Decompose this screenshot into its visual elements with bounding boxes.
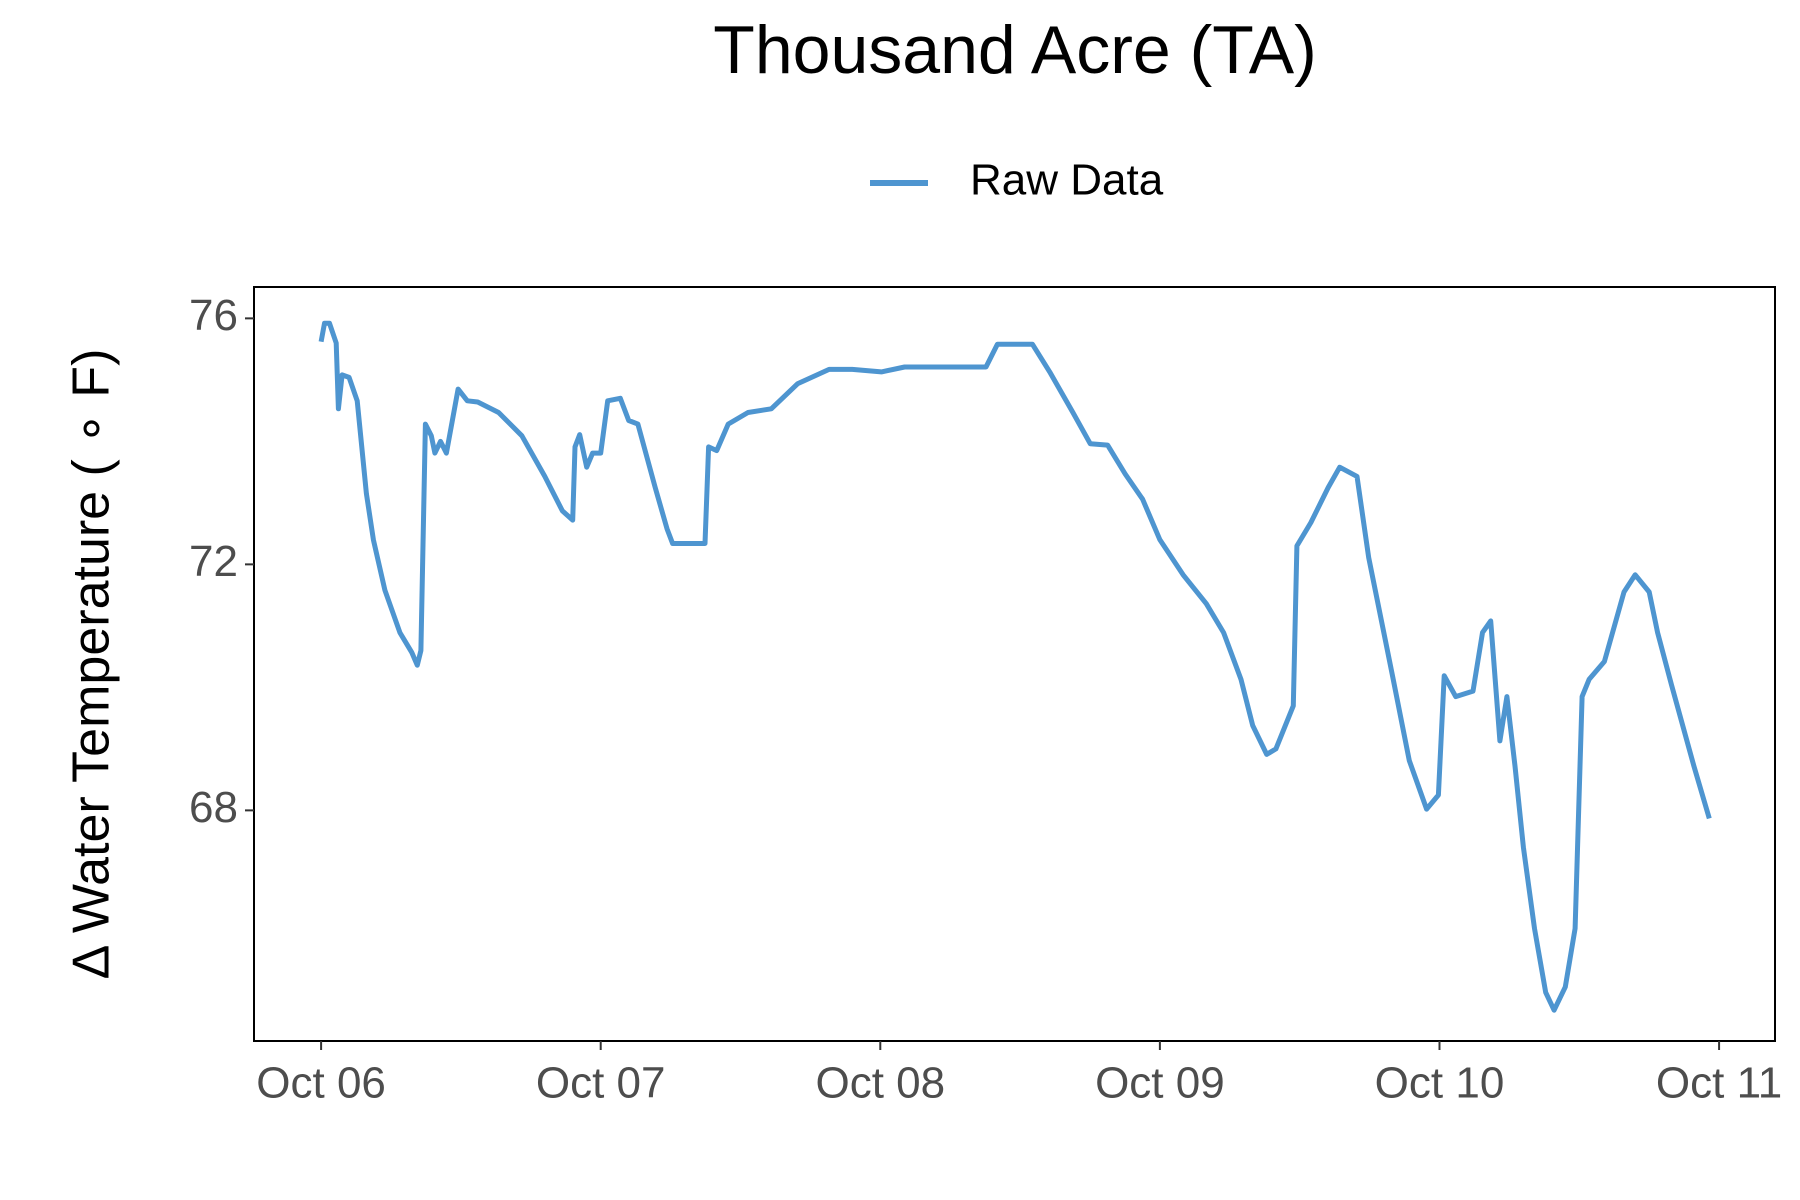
y-axis-label: Δ Water Temperature ( ∘ F) [63, 349, 121, 980]
plot-panel [253, 286, 1776, 1042]
chart-title: Thousand Acre (TA) [713, 12, 1316, 88]
x-tick-label: Oct 10 [1375, 1059, 1505, 1108]
legend-label: Raw Data [970, 156, 1164, 205]
x-tick-label: Oct 06 [256, 1059, 386, 1108]
x-tick-label: Oct 07 [536, 1059, 666, 1108]
x-tick-label: Oct 08 [815, 1059, 945, 1108]
x-tick-label: Oct 09 [1095, 1059, 1225, 1108]
data-line [318, 320, 1712, 1013]
y-tick-label: 72 [189, 537, 238, 586]
y-tick-label: 68 [189, 783, 238, 832]
x-tick-label: Oct 11 [1656, 1059, 1782, 1108]
y-tick-label: 76 [189, 291, 238, 340]
